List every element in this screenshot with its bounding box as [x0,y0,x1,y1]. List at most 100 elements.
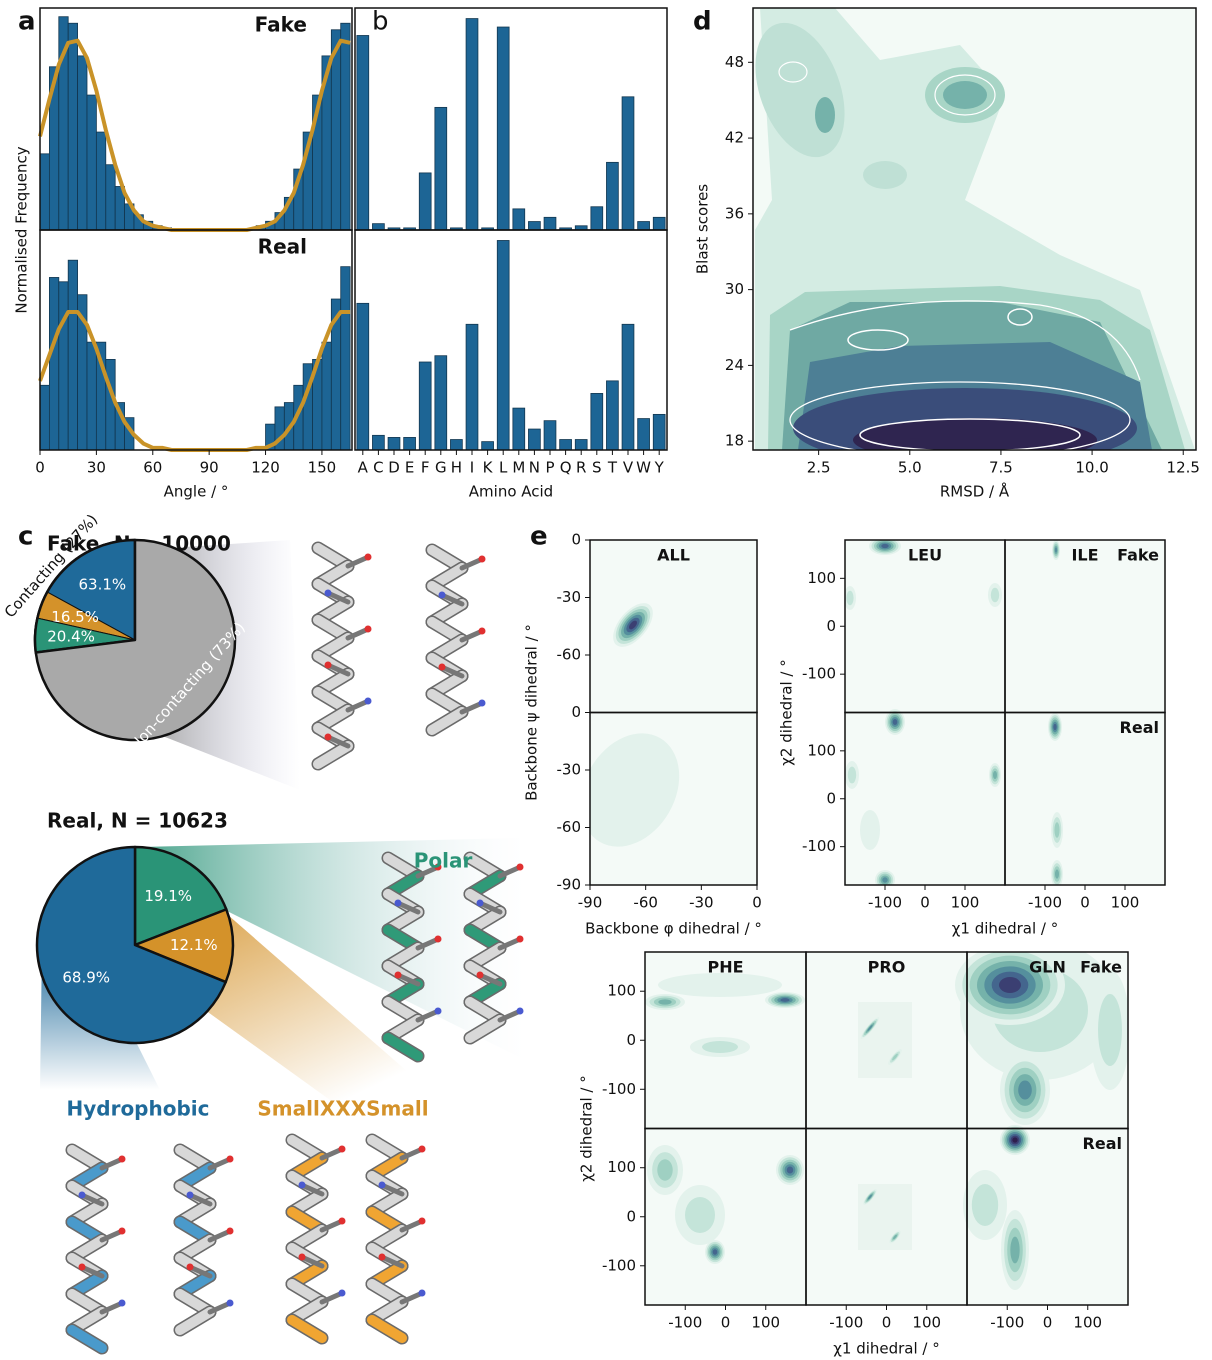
x-tick-label: 60 [143,459,162,477]
atom [365,698,372,705]
atom [395,900,402,907]
density-level [685,1197,715,1233]
bar [653,217,665,230]
helix [292,1140,346,1338]
bar [372,224,384,230]
x-tick-label: 2.5 [807,459,831,477]
density-contours [738,8,1196,468]
subplot-title: PRO [868,958,906,977]
atom [419,1290,426,1297]
density-level [1012,1137,1017,1142]
atom [435,936,442,943]
bar [435,107,447,230]
density-level [713,1249,718,1255]
pie-category-label: Hydrophobic [66,1097,209,1121]
histogram-bar [106,359,115,450]
x-tick-label: F [421,459,430,477]
bar [560,440,572,450]
y-axis-label: Backbone ψ dihedral / ° [523,624,541,801]
bar [544,421,556,450]
density-level [702,1041,738,1053]
density-level [658,973,782,997]
atom [79,1192,86,1199]
bar [419,173,431,230]
pie-category-label: Polar [414,849,473,873]
atom [479,556,486,563]
x-tick-label: Q [560,459,572,477]
density-level [1018,1080,1032,1099]
x-tick-label: G [435,459,447,477]
bar [528,222,540,230]
x-tick-label: S [592,459,602,477]
density-level [658,999,671,1004]
y-tick-label: 100 [607,1158,636,1176]
x-tick-label: -100 [668,1314,702,1332]
x-tick-label: 7.5 [989,459,1013,477]
atom [227,1300,234,1307]
x-tick-label: 0 [920,894,930,912]
density-level [991,588,999,602]
density-level [972,1184,998,1226]
subplot-title: Real [258,235,307,259]
atom [439,664,446,671]
x-tick-label: -30 [689,894,714,912]
atom [479,628,486,635]
histogram-bar [68,260,77,450]
density-region [858,1002,912,1078]
x-tick-label: T [607,459,618,477]
x-tick-label: -60 [633,894,658,912]
y-tick-label: 42 [725,129,744,147]
subplot-title: Fake [255,13,307,37]
histogram-bar [87,95,96,230]
x-axis-label: χ1 dihedral / ° [952,920,1059,938]
atom [119,1228,126,1235]
histogram-bar [341,267,350,450]
pie-value-label: 63.1% [79,575,127,593]
density-level [657,1159,672,1180]
x-tick-label: -100 [1028,894,1062,912]
panel-label: a [18,7,36,37]
pie-title: Real, N = 10623 [47,809,228,833]
pie-value-label: 19.1% [144,887,192,905]
x-tick-label: N [529,459,540,477]
subplot-title: GLN [1029,958,1066,977]
x-tick-label: M [512,459,525,477]
density-level [999,977,1021,993]
x-tick-label: 90 [200,459,219,477]
x-tick-label: 100 [912,1314,941,1332]
bar [466,324,478,450]
atom [379,1254,386,1261]
y-tick-label: -100 [802,665,836,683]
bar [404,437,416,450]
x-tick-label: C [373,459,383,477]
density-level [882,877,887,882]
y-tick-label: 0 [571,703,581,721]
y-tick-label: -100 [802,837,836,855]
x-tick-label: 10.0 [1075,459,1108,477]
bar [622,97,634,230]
panel-label: e [530,522,548,552]
atom [325,662,332,669]
panel-background [1005,540,1165,713]
x-tick-label: 150 [308,459,337,477]
row-label: Real [1120,718,1159,737]
atom [325,734,332,741]
bar [606,162,618,230]
x-axis-label: χ1 dihedral / ° [833,1340,940,1358]
bar [622,324,634,450]
x-tick-label: P [545,459,554,477]
bar [388,437,400,450]
bar [638,222,650,230]
atom [339,1146,346,1153]
histogram-bar [322,342,331,450]
histogram-bar [49,277,58,450]
histogram-bar [68,23,77,230]
density-level [780,998,789,1002]
bar [544,217,556,230]
panel-background [590,540,757,713]
atom [517,936,524,943]
density-region [858,1184,912,1250]
axes-frame [355,8,667,230]
helix [432,550,486,730]
y-tick-label: 48 [725,53,744,71]
